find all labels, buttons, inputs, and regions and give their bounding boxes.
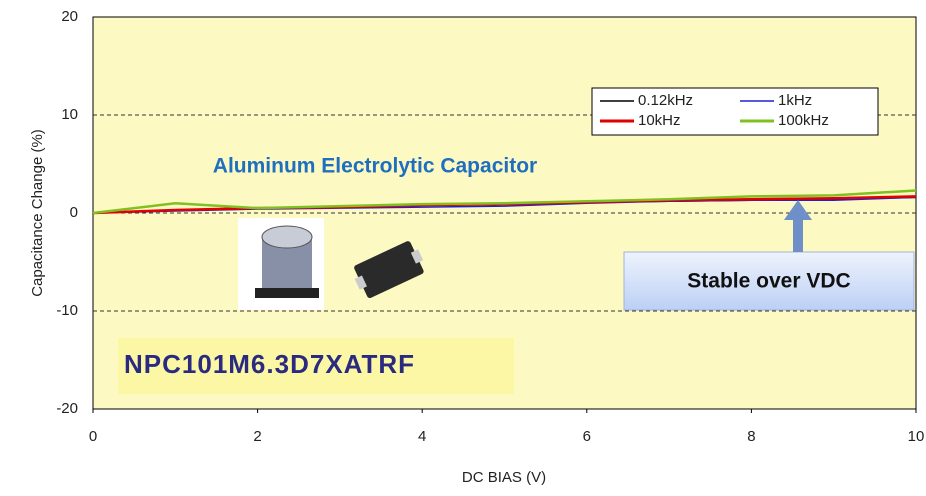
legend-label: 1kHz [778,92,812,109]
x-tick-label: 8 [747,428,755,445]
x-tick-label: 4 [418,428,426,445]
lines [92,189,917,215]
callout-arrow [784,200,812,252]
y-tick-label: 20 [61,8,78,25]
y-tick-label: -20 [56,400,78,417]
part-number: NPC101M6.3D7XATRF [124,349,415,379]
capacitor-image [238,218,424,310]
y-axis-title: Capacitance Change (%) [29,129,46,297]
legend-box [591,87,879,136]
legend-label: 10kHz [638,112,681,129]
x-axis-title: DC BIAS (V) [462,469,546,486]
x-tick-label: 10 [908,428,925,445]
y-tick-label: -10 [56,302,78,319]
callout-box [623,251,915,311]
y-tick-label: 10 [61,106,78,123]
x-tick-label: 2 [253,428,261,445]
part-number-box [118,338,514,394]
annotation-title: Aluminum Electrolytic Capacitor [213,155,537,178]
legend-label: 100kHz [778,112,829,129]
callout-text: Stable over VDC [687,270,850,293]
y-tick-label: 0 [70,204,78,221]
legend: 0.12kHz 1kHz 10kHz 100kHz [600,92,829,129]
x-tick-label: 6 [583,428,591,445]
series-line [92,189,917,215]
x-tick-label: 0 [89,428,97,445]
legend-label: 0.12kHz [638,92,693,109]
